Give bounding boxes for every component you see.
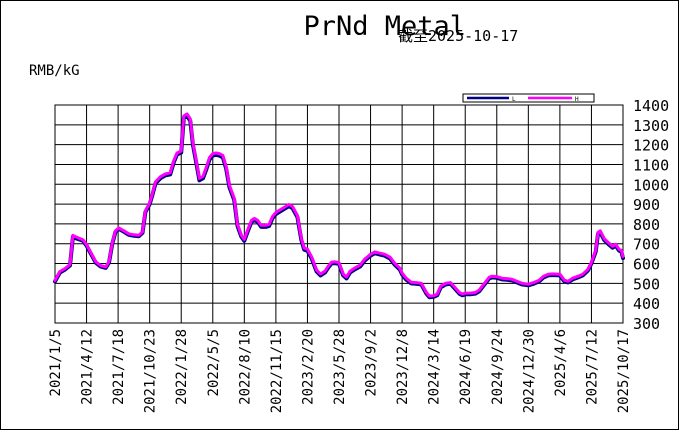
x-tick-label: 2025/7/12 [584,329,600,405]
y-tick-label: 600 [633,256,660,274]
x-tick-label: 2022/5/5 [206,329,222,396]
x-tick-label: 2023/5/28 [332,329,348,405]
y-axis-unit-label: RMB/kG [29,63,80,79]
legend-label-h: H [575,96,579,103]
legend: L H [462,93,595,103]
x-tick-label: 2021/7/18 [111,329,127,405]
chart-subtitle: 截至2025-10-17 [398,27,519,45]
legend-label-l: L [512,96,516,103]
x-tick-label: 2024/9/24 [490,329,506,405]
x-axis-ticks: 2021/1/5 2021/4/12 2021/7/18 2021/10/23 2022… [48,329,632,413]
grid [55,105,623,323]
y-tick-label: 1000 [633,176,669,194]
y-tick-label: 900 [633,196,660,214]
y-tick-label: 1300 [633,117,669,135]
y-tick-label: 1400 [633,97,669,115]
x-tick-label: 2022/1/28 [174,329,190,405]
y-tick-label: 400 [633,295,660,313]
series-line-h [53,112,625,298]
y-tick-label: 700 [633,236,660,254]
x-tick-label: 2023/2/20 [300,329,316,405]
plot-border [54,104,624,324]
x-tick-label: 2021/4/12 [80,329,96,405]
x-tick-label: 2025/4/6 [553,329,569,396]
series-group [53,112,625,300]
y-tick-label: 1100 [633,156,669,174]
x-tick-label: 2024/12/30 [521,329,537,413]
x-tick-label: 2023/9/2 [364,329,380,396]
x-tick-label: 2021/10/23 [143,329,159,413]
y-tick-label: 300 [633,315,660,333]
x-tick-label: 2022/8/10 [237,329,253,405]
y-tick-label: 500 [633,275,660,293]
x-tick-label: 2024/3/14 [427,329,443,405]
x-tick-label: 2022/11/15 [269,329,285,413]
x-tick-label: 2021/1/5 [48,329,64,396]
y-tick-label: 1200 [633,137,669,155]
x-tick-label: 2025/10/17 [616,329,632,413]
chart-title: PrNd Metal [303,11,466,42]
x-tick-label: 2024/6/19 [458,329,474,405]
y-tick-label: 800 [633,216,660,234]
x-tick-label: 2023/12/8 [395,329,411,405]
